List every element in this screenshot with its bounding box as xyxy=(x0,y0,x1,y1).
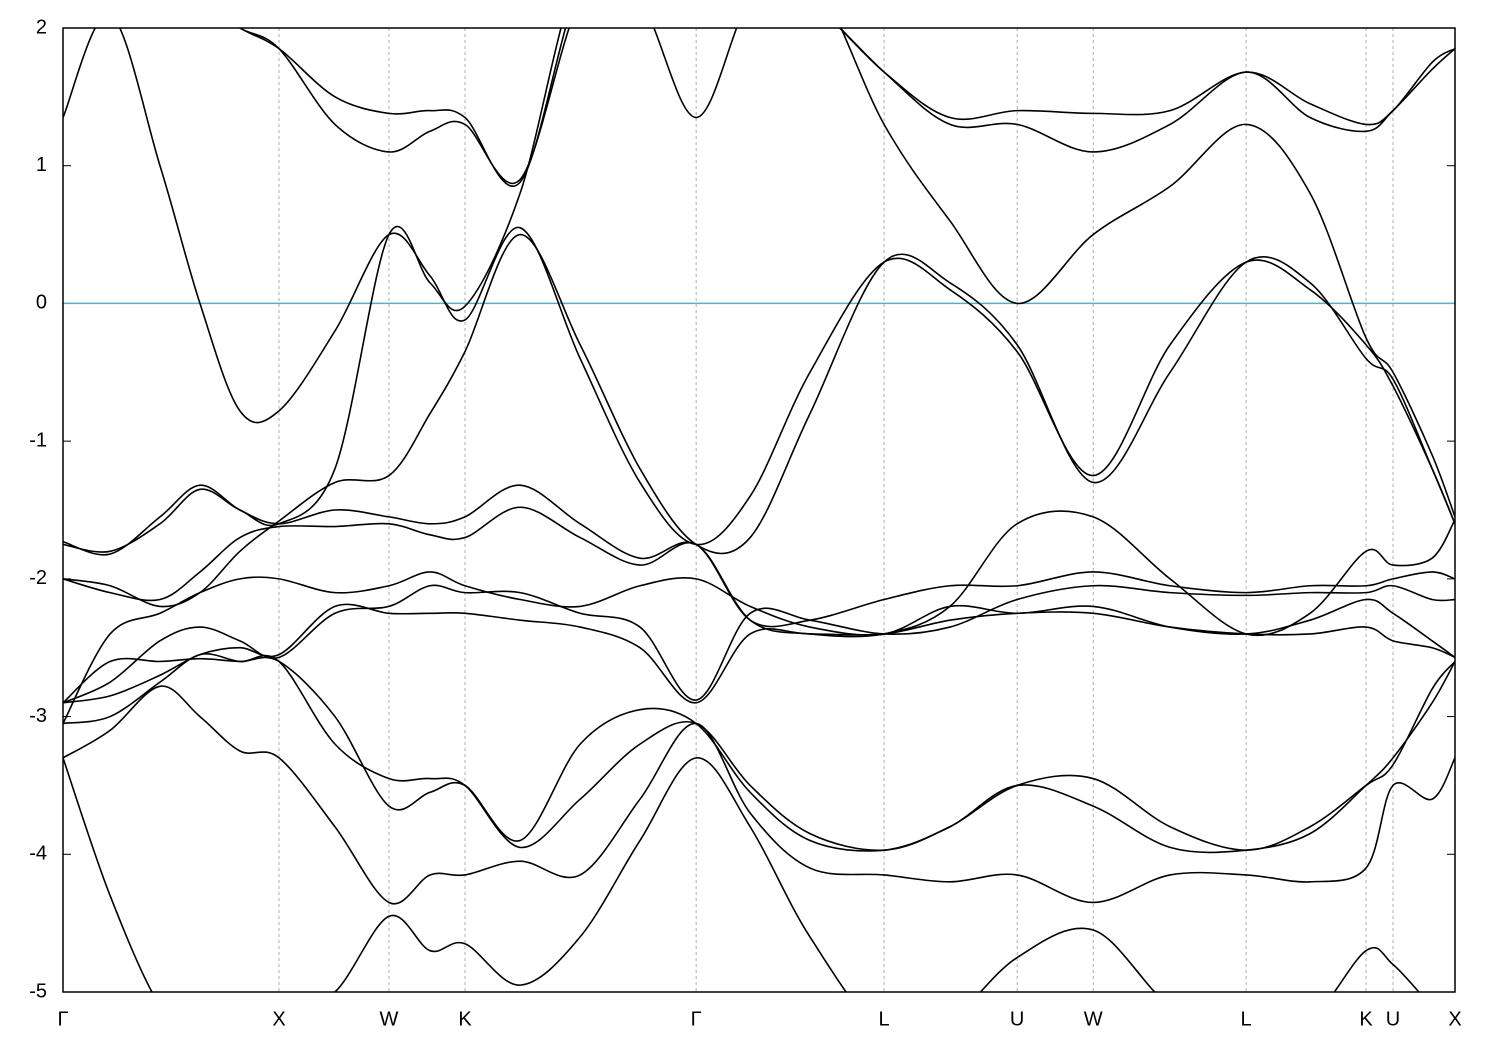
x-tick-label: L xyxy=(879,1008,890,1030)
band-line xyxy=(63,685,1455,905)
y-tick-label: -5 xyxy=(29,980,47,1002)
x-tick-label: X xyxy=(1448,1008,1461,1030)
band-line xyxy=(63,28,1455,546)
x-tick-label: U xyxy=(1386,1008,1400,1030)
x-tick-label: K xyxy=(458,1008,472,1030)
band-line xyxy=(63,28,1455,553)
y-tick-label: -1 xyxy=(29,429,47,451)
x-tick-label: Γ xyxy=(57,1008,68,1030)
band-line xyxy=(63,757,1420,992)
x-tick-label: U xyxy=(1010,1008,1024,1030)
band-line xyxy=(63,656,1455,854)
y-tick-label: 0 xyxy=(36,292,47,314)
x-tick-label: W xyxy=(380,1008,399,1030)
x-tick-label: K xyxy=(1359,1008,1373,1030)
plot-frame xyxy=(62,27,1456,993)
y-tick-label: -3 xyxy=(29,705,47,727)
band-line xyxy=(63,571,1455,724)
band-line xyxy=(63,233,1455,608)
band-line xyxy=(238,28,1455,187)
y-tick-label: 2 xyxy=(36,16,47,38)
grid-layer xyxy=(62,27,1456,993)
x-tick-label: W xyxy=(1084,1008,1103,1030)
y-tick-label: -4 xyxy=(29,843,47,865)
x-tick-label: L xyxy=(1241,1008,1252,1030)
y-tick-label: 1 xyxy=(36,154,47,176)
band-line xyxy=(238,28,1455,184)
x-tick-label: Γ xyxy=(691,1008,702,1030)
y-tick-label: -2 xyxy=(29,567,47,589)
band-line xyxy=(63,584,1455,704)
x-tick-label: X xyxy=(272,1008,285,1030)
band-line xyxy=(63,603,1455,704)
bands-layer xyxy=(63,28,1455,992)
